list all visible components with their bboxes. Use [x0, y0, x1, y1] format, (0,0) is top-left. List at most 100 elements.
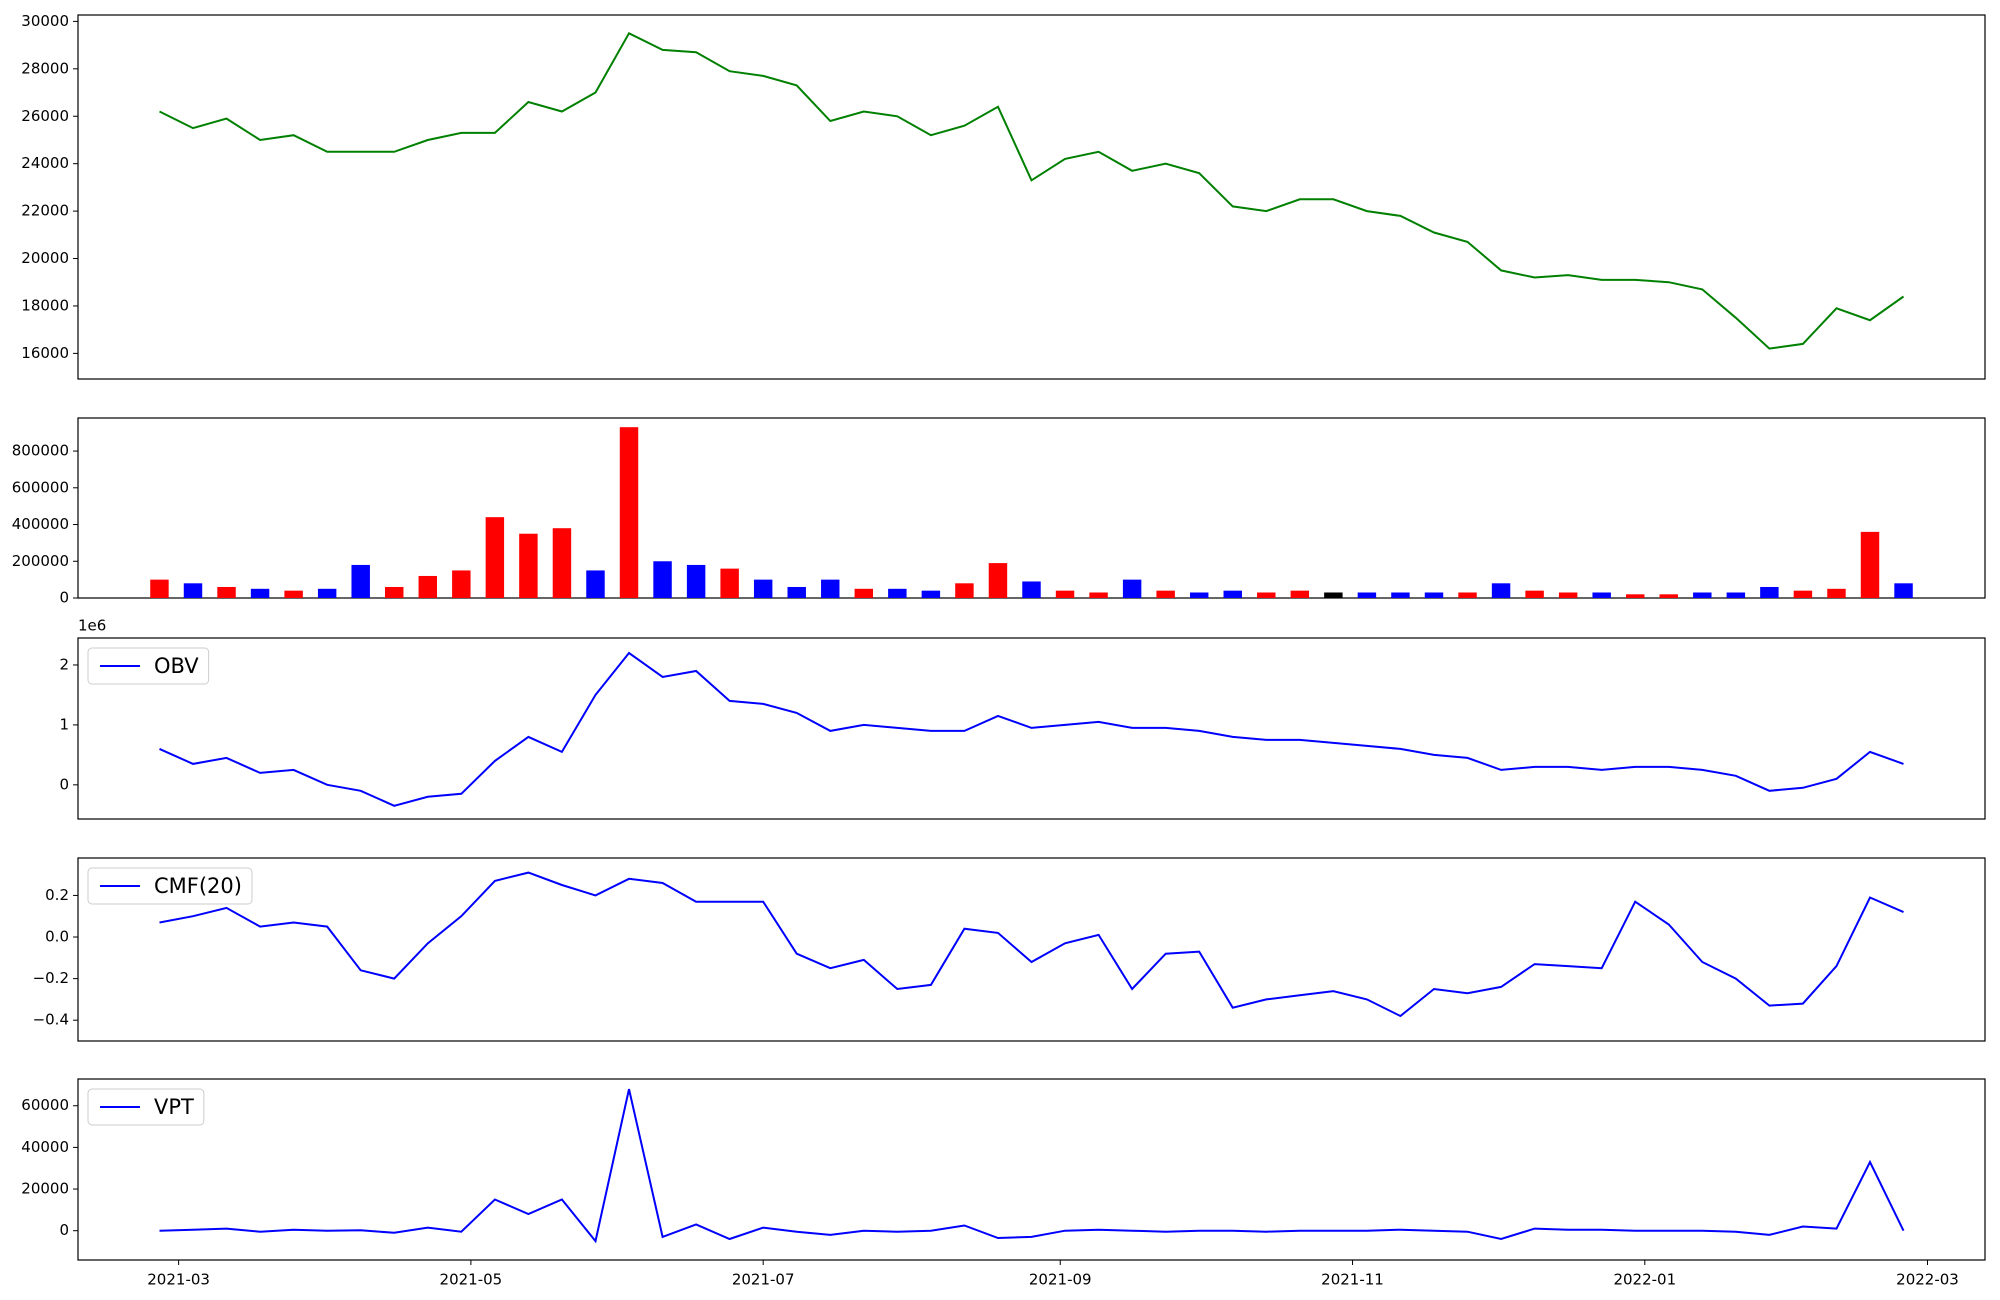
volume-bar [150, 579, 169, 598]
y-tick-label: 0 [59, 589, 69, 607]
y-tick-label: 60000 [21, 1096, 69, 1114]
volume-bar [821, 579, 840, 598]
volume-bar [1156, 590, 1175, 598]
volume-bar [552, 528, 572, 598]
volume-bar [1659, 594, 1678, 598]
volume-bar [183, 583, 203, 598]
y-tick-label: 200000 [12, 552, 69, 570]
volume-bar [1324, 592, 1343, 598]
plot-frame [77, 857, 1986, 1042]
x-tick-label: 2022-01 [1613, 1271, 1676, 1289]
y-tick-label: −0.2 [33, 969, 69, 987]
y-tick-label: 28000 [21, 59, 69, 77]
volume-bar [217, 586, 236, 598]
volume-bar [452, 570, 471, 598]
series-line [159, 31, 1905, 350]
y-tick-label: 20000 [21, 249, 69, 267]
volume-bar [351, 564, 370, 598]
volume-bar [385, 586, 404, 598]
volume-bar [686, 564, 706, 598]
volume-bar [485, 517, 505, 598]
series-line [159, 651, 1904, 807]
volume-bar [1626, 594, 1645, 598]
volume-bar [1726, 592, 1746, 598]
volume-bar [1189, 592, 1209, 598]
volume-bar [519, 533, 538, 598]
volume-bar [1290, 590, 1310, 598]
volume-bar [1693, 592, 1712, 598]
x-tick-label: 2022-03 [1896, 1271, 1959, 1289]
volume-bar [619, 427, 639, 598]
plot-frame [77, 14, 1986, 380]
volume-bar [1760, 586, 1779, 598]
y-tick-label: 600000 [12, 478, 69, 496]
volume-bar [753, 579, 773, 598]
plot-frame [77, 1078, 1986, 1261]
x-tick-label: 2021-09 [1029, 1271, 1092, 1289]
y-tick-label: 0 [59, 775, 69, 793]
series-line [159, 1088, 1905, 1244]
volume-bar [1257, 592, 1276, 598]
y-tick-label: 0.0 [45, 928, 69, 946]
y-tick-label: 30000 [21, 12, 69, 30]
offset-label: 1e6 [78, 617, 106, 635]
x-tick-label: 2021-05 [440, 1271, 503, 1289]
volume-bar [1089, 592, 1108, 598]
volume-bar [317, 588, 337, 598]
volume-bar [1055, 590, 1075, 598]
volume-bar [1793, 590, 1813, 598]
legend-label: OBV [154, 654, 199, 678]
y-tick-label: 2 [59, 655, 69, 673]
volume-bar [1894, 583, 1913, 598]
y-tick-label: 26000 [21, 107, 69, 125]
volume-bar [1122, 579, 1142, 598]
volume-bar [1558, 592, 1578, 598]
volume-bar [988, 563, 1008, 598]
y-tick-label: 20000 [21, 1180, 69, 1198]
volume-bar [418, 575, 437, 598]
plot-frame [77, 637, 1986, 820]
volume-bar [1525, 590, 1544, 598]
legend-label: CMF(20) [154, 874, 242, 898]
volume-bar [1458, 592, 1477, 598]
legend-box [87, 1088, 205, 1126]
y-tick-label: 40000 [21, 1138, 69, 1156]
volume-bar [1491, 583, 1511, 598]
volume-bar [653, 561, 672, 598]
x-tick-label: 2021-11 [1321, 1271, 1384, 1289]
volume-bar [1022, 581, 1041, 598]
volume-bar [1592, 592, 1611, 598]
volume-bar [250, 588, 270, 598]
y-tick-label: 24000 [21, 154, 69, 172]
volume-bar [921, 590, 941, 598]
volume-bar [1860, 531, 1880, 598]
volume-bar [854, 588, 874, 598]
x-tick-label: 2021-07 [732, 1271, 795, 1289]
volume-bar [284, 590, 303, 598]
y-tick-label: 18000 [21, 296, 69, 314]
volume-bar [787, 586, 806, 598]
volume-bar [586, 570, 605, 598]
y-tick-label: 1 [59, 715, 69, 733]
volume-bar [1827, 588, 1846, 598]
y-tick-label: 22000 [21, 202, 69, 220]
volume-bar [1424, 592, 1444, 598]
legend-label: VPT [154, 1095, 194, 1119]
y-tick-label: 16000 [21, 344, 69, 362]
x-tick-label: 2021-03 [147, 1271, 210, 1289]
y-tick-label: 0.2 [45, 886, 69, 904]
volume-bar [955, 583, 974, 598]
volume-bar [1223, 590, 1242, 598]
volume-bar [1357, 592, 1377, 598]
volume-bar [1391, 592, 1410, 598]
y-tick-label: −0.4 [33, 1011, 69, 1029]
y-tick-label: 0 [59, 1221, 69, 1239]
legend-box [87, 867, 253, 905]
volume-bar [888, 588, 907, 598]
y-tick-label: 400000 [12, 515, 69, 533]
series-line [159, 871, 1904, 1018]
volume-bar [720, 568, 739, 598]
legend-box [87, 647, 210, 685]
y-tick-label: 800000 [12, 442, 69, 460]
